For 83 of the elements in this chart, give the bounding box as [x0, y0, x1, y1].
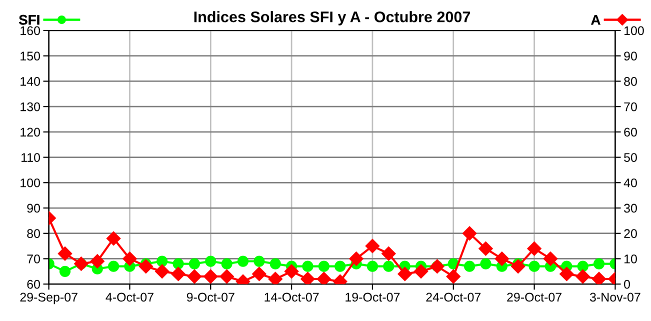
y2-tick-label: 70	[624, 102, 637, 112]
y2-tick-label: 90	[624, 52, 637, 61]
point	[349, 252, 364, 266]
y2-tick-label: 0	[624, 280, 630, 289]
y-tick-label: 80	[27, 229, 40, 238]
point	[382, 246, 396, 261]
point	[577, 260, 588, 272]
y-tick-label: 150	[20, 52, 40, 61]
point	[58, 246, 72, 261]
y-tick-label: 120	[20, 128, 40, 137]
point	[106, 231, 121, 246]
point	[560, 266, 574, 282]
point	[188, 258, 200, 270]
y-tick-label: 100	[20, 178, 40, 188]
point	[268, 272, 282, 284]
point	[528, 260, 540, 272]
point	[300, 272, 315, 284]
point	[334, 260, 346, 272]
point	[414, 264, 428, 278]
point	[220, 269, 234, 284]
y-tick-label: 70	[27, 254, 40, 264]
y-tick-label: 160	[20, 26, 40, 36]
chart-title: Indices Solares SFI y A - Octubre 2007	[194, 11, 470, 26]
y2-tick-label: 80	[624, 77, 637, 86]
y2-tick-label: 60	[624, 128, 637, 137]
y2-tick-label: 10	[624, 254, 637, 264]
point	[90, 254, 104, 268]
point	[108, 260, 120, 272]
point	[221, 258, 232, 270]
point	[576, 269, 590, 284]
point	[252, 266, 266, 282]
point	[398, 266, 412, 282]
y-tick-label: 110	[22, 153, 40, 162]
x-tick-label: 14-Oct-07	[264, 292, 319, 302]
point	[138, 259, 153, 274]
point	[316, 272, 331, 284]
point	[593, 258, 605, 270]
point	[156, 256, 168, 267]
point	[237, 256, 249, 267]
y2-tick-label: 40	[624, 178, 637, 188]
point	[366, 260, 378, 272]
point	[494, 252, 509, 266]
y-tick-label: 60	[27, 280, 40, 289]
point	[155, 264, 170, 278]
point	[462, 226, 477, 240]
point	[171, 266, 186, 282]
point	[464, 260, 476, 272]
point	[446, 269, 460, 284]
x-tick-label: 19-Oct-07	[346, 292, 400, 302]
y2-tick-label: 20	[624, 229, 637, 238]
y-tick-label: 90	[27, 204, 40, 213]
point	[204, 269, 218, 284]
x-tick-label: 29-Oct-07	[507, 292, 562, 302]
point	[270, 258, 281, 270]
point	[172, 258, 184, 270]
point	[284, 264, 299, 278]
point	[318, 260, 330, 272]
y-tick-label: 130	[20, 102, 40, 112]
legend-label: A	[591, 15, 600, 25]
x-tick-label: 29-Sep-07	[20, 292, 78, 304]
y2-tick-label: 100	[624, 26, 644, 36]
legend-label: SFI	[18, 14, 40, 25]
y2-tick-label: 30	[624, 204, 637, 213]
point	[122, 252, 137, 266]
point	[543, 252, 558, 266]
point	[187, 269, 202, 284]
point	[383, 260, 394, 272]
y-tick-label: 140	[20, 77, 40, 86]
y2-tick-label: 50	[624, 153, 637, 162]
point	[205, 256, 216, 267]
point	[592, 272, 606, 284]
point	[480, 258, 492, 270]
point	[365, 238, 380, 254]
point	[254, 256, 265, 267]
x-tick-label: 4-Oct-07	[106, 292, 154, 302]
point	[511, 259, 526, 274]
point	[302, 260, 314, 272]
point	[478, 242, 493, 256]
point	[527, 242, 542, 256]
point	[59, 266, 71, 277]
x-tick-label: 9-Oct-07	[186, 292, 234, 302]
x-tick-label: 3-Nov-07	[590, 292, 640, 302]
x-tick-label: 24-Oct-07	[426, 292, 481, 302]
